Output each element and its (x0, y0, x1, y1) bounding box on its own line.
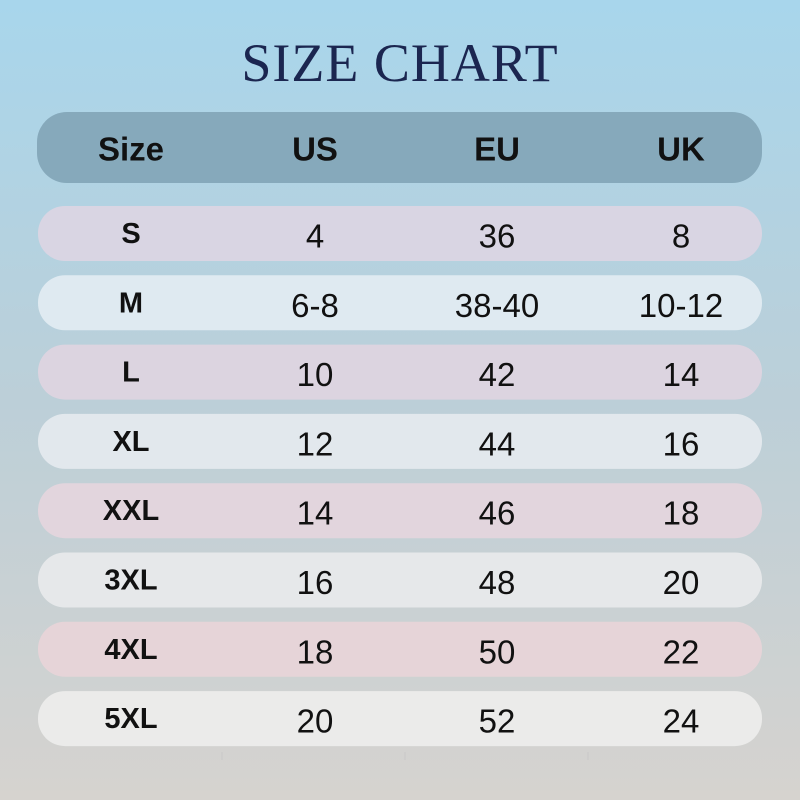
value-cell: 18 (663, 495, 700, 532)
value-cell: 4 (306, 218, 324, 255)
value-cell: 50 (479, 633, 516, 670)
value-cell: 20 (297, 703, 334, 740)
header-cell: US (292, 131, 338, 168)
size-cell: XXL (103, 495, 159, 527)
value-cell: 16 (663, 425, 700, 462)
value-cell: 16 (297, 564, 334, 601)
value-cell: 14 (663, 356, 700, 393)
value-cell: 42 (479, 356, 516, 393)
value-cell: 38-40 (455, 287, 539, 324)
value-cell: 12 (297, 425, 334, 462)
header-cell: UK (657, 131, 705, 168)
value-cell: 10 (297, 356, 334, 393)
size-cell: XL (112, 426, 149, 458)
value-cell: 14 (297, 495, 334, 532)
value-cell: 22 (663, 633, 700, 670)
row-background (38, 275, 762, 331)
row-background (38, 621, 762, 677)
value-cell: 36 (479, 218, 516, 255)
value-cell: 48 (479, 564, 516, 601)
value-cell: 24 (663, 703, 700, 740)
header-cell: Size (98, 131, 164, 168)
header-cell: EU (474, 131, 520, 168)
value-cell: 44 (479, 425, 516, 462)
size-cell: S (121, 218, 140, 250)
title: SIZE CHART (241, 33, 558, 93)
size-cell: M (119, 287, 143, 319)
row-background (38, 206, 762, 261)
size-cell: 4XL (104, 634, 157, 666)
row-background (38, 691, 762, 747)
value-cell: 20 (663, 564, 700, 601)
table: Size US EU UK S 4 36 8 M 6-8 38-40 10-12 L 10 42 14 XL 12… (38, 131, 762, 747)
value-cell: 8 (672, 218, 690, 255)
header-bar (37, 112, 762, 183)
separators (221, 752, 589, 760)
value-cell: 52 (479, 703, 516, 740)
size-cell: 3XL (104, 565, 157, 597)
row-background (38, 413, 762, 469)
value-cell: 10-12 (639, 287, 723, 324)
row-background (38, 483, 762, 539)
row-background (38, 344, 762, 400)
value-cell: 6-8 (291, 287, 339, 324)
value-cell: 46 (479, 495, 516, 532)
size-cell: L (122, 357, 140, 389)
value-cell: 18 (297, 633, 334, 670)
size-cell: 5XL (104, 703, 157, 735)
row-background (38, 552, 762, 608)
